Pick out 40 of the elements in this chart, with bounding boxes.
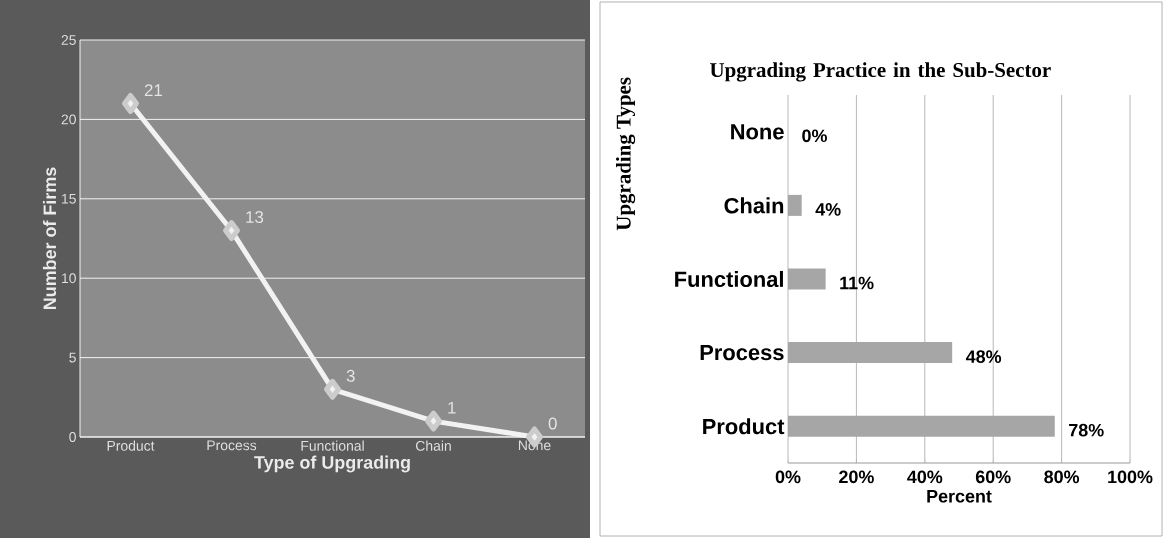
data-label: 11% (840, 276, 874, 290)
point (223, 220, 240, 242)
data-label: 13 (246, 211, 264, 224)
data-label: 48% (965, 350, 1002, 363)
y-tick-label: 25 (61, 35, 76, 45)
y-tick-label: Process (700, 344, 784, 361)
x-tick-label: Process (207, 440, 257, 451)
x-tick-label: Functional (301, 440, 364, 451)
y-tick-label: 20 (61, 114, 76, 125)
data-label: 4% (815, 203, 841, 216)
y-tick-label: 5 (69, 352, 76, 363)
y-tick-label: Product (703, 418, 785, 435)
x-axis-title: Type of Upgrading (254, 455, 410, 473)
point (324, 378, 341, 400)
y-tick-label: 0 (69, 432, 76, 442)
data-label: 78% (1069, 423, 1104, 437)
data-label: 1 (448, 401, 456, 414)
y-tick-label: 10 (62, 273, 76, 284)
y-axis-title: Upgrading Types (615, 77, 636, 231)
x-tick-label: Product (107, 440, 155, 451)
y-tick-label: Functional (675, 270, 783, 288)
data-label: 0% (802, 129, 827, 143)
x-tick-label: 60% (975, 470, 1011, 484)
x-tick-label: Chain (415, 440, 451, 451)
x-tick-label: 0% (775, 470, 801, 484)
x-tick-label: 40% (907, 470, 943, 484)
y-tick-label: Chain (724, 197, 784, 214)
point (425, 410, 442, 432)
x-tick-label: 80% (1044, 470, 1080, 484)
x-tick-label: 20% (839, 470, 874, 484)
chart-title: Upgrading Practice in the Sub-Sector (710, 62, 1051, 82)
y-tick-label: None (731, 124, 784, 140)
point (122, 93, 139, 115)
data-label: 0 (548, 417, 557, 430)
data-label: 21 (144, 84, 163, 96)
x-tick-label: 100% (1108, 470, 1153, 484)
x-axis-title: Percent (927, 490, 992, 503)
y-axis-title: Number of Firms (42, 167, 57, 310)
y-tick-label: 15 (62, 193, 76, 204)
data-label: 3 (346, 369, 355, 382)
